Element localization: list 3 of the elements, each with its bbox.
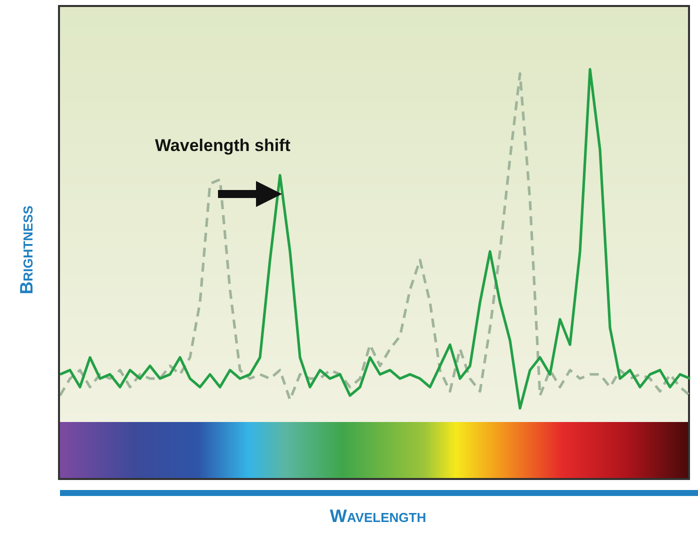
x-axis-title: Wavelength [328, 506, 428, 527]
y-axis-title: Brightness [16, 206, 38, 294]
annotation: Wavelength shift [155, 136, 290, 156]
